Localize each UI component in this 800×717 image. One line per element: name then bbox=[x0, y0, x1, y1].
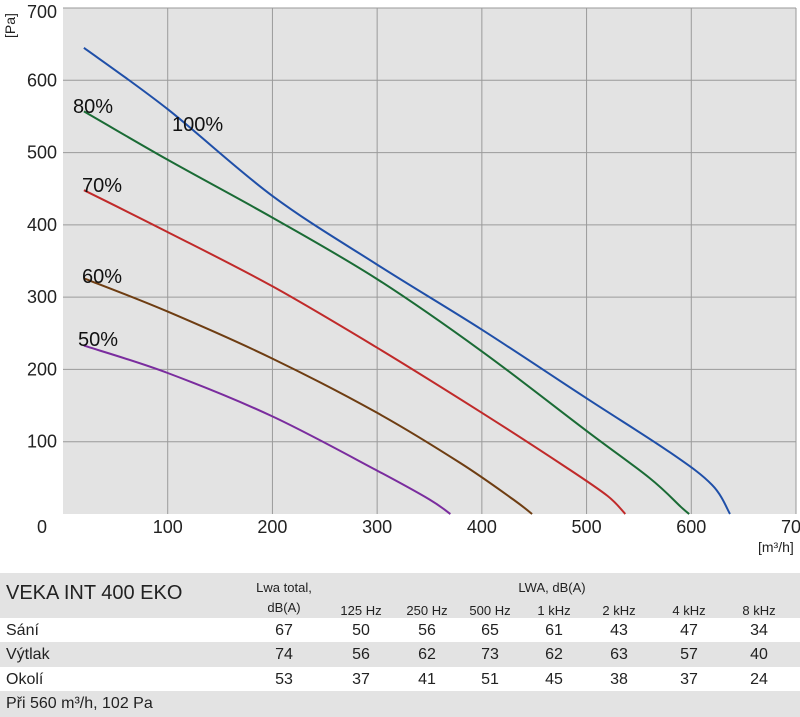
band-value: 37 bbox=[352, 671, 370, 688]
x-tick-label: 700 bbox=[781, 517, 800, 537]
curve-70pct bbox=[83, 189, 627, 515]
table-row: Výtlak 74 56 62 73 62 63 57 40 bbox=[0, 642, 800, 667]
y-tick-label: 600 bbox=[27, 70, 57, 90]
table-row: Sání 67 50 56 65 61 43 47 34 bbox=[0, 618, 800, 642]
band-header: 500 Hz bbox=[469, 603, 511, 618]
y-tick-label: 700 bbox=[27, 2, 57, 22]
curve-label-50: 50% bbox=[78, 329, 118, 351]
curve-80pct bbox=[83, 110, 690, 515]
x-tick-label: 100 bbox=[153, 517, 183, 537]
product-name: VEKA INT 400 EKO bbox=[6, 582, 183, 604]
table-row: Okolí 53 37 41 51 45 38 37 24 bbox=[0, 667, 800, 691]
band-value: 51 bbox=[481, 671, 499, 688]
band-header: 4 kHz bbox=[672, 603, 706, 618]
curve-label-70: 70% bbox=[82, 175, 122, 197]
curve-50pct bbox=[83, 344, 451, 515]
band-value: 47 bbox=[680, 622, 698, 639]
x-tick-label: 500 bbox=[572, 517, 602, 537]
lwa-total-header-line1: Lwa total, bbox=[256, 580, 312, 595]
band-value: 40 bbox=[750, 646, 768, 663]
table-header: VEKA INT 400 EKO Lwa total, dB(A) LWA, d… bbox=[0, 573, 800, 618]
band-header: 1 kHz bbox=[537, 603, 571, 618]
table-footer: Při 560 m³/h, 102 Pa bbox=[0, 691, 800, 717]
band-header: 8 kHz bbox=[742, 603, 776, 618]
lwa-group-header: LWA, dB(A) bbox=[518, 580, 586, 595]
band-value: 37 bbox=[680, 671, 698, 688]
band-value: 24 bbox=[750, 671, 768, 688]
operating-point: Při 560 m³/h, 102 Pa bbox=[6, 695, 153, 712]
y-tick-label: 500 bbox=[27, 143, 57, 163]
y-tick-label: 300 bbox=[27, 287, 57, 307]
lwa-total-header-line2: dB(A) bbox=[267, 600, 301, 615]
y-tick-label: 400 bbox=[27, 215, 57, 235]
x-tick-label: 400 bbox=[467, 517, 497, 537]
band-header: 250 Hz bbox=[406, 603, 448, 618]
x-tick-label: 0 bbox=[37, 517, 47, 537]
tick-labels: 0 100 200 300 400 500 600 700 100 200 300 400 500 600… bbox=[27, 2, 800, 537]
curve-label-100: 100% bbox=[172, 114, 223, 136]
band-value: 57 bbox=[680, 646, 698, 663]
lwa-total-value: 53 bbox=[275, 671, 293, 688]
row-label: Sání bbox=[6, 622, 39, 639]
fan-performance-chart: 0 100 200 300 400 500 600 700 100 200 300 400 500 600… bbox=[2, 2, 800, 555]
grid bbox=[63, 7, 797, 514]
band-value: 62 bbox=[418, 646, 436, 663]
y-tick-label: 200 bbox=[27, 359, 57, 379]
band-value: 38 bbox=[610, 671, 628, 688]
row-label: Okolí bbox=[6, 671, 44, 688]
band-value: 62 bbox=[545, 646, 563, 663]
lwa-total-value: 74 bbox=[275, 646, 293, 663]
band-value: 61 bbox=[545, 622, 563, 639]
lwa-total-value: 67 bbox=[275, 622, 293, 639]
band-value: 63 bbox=[610, 646, 628, 663]
curve-100pct bbox=[83, 46, 731, 515]
band-value: 45 bbox=[545, 671, 563, 688]
curve-60pct bbox=[83, 277, 533, 515]
plot-area bbox=[63, 8, 796, 514]
y-axis-label: [Pa] bbox=[2, 13, 18, 38]
x-tick-label: 300 bbox=[362, 517, 392, 537]
curves bbox=[83, 46, 731, 515]
band-value: 34 bbox=[750, 622, 768, 639]
noise-table: VEKA INT 400 EKO Lwa total, dB(A) LWA, d… bbox=[0, 573, 800, 717]
x-tick-label: 600 bbox=[676, 517, 706, 537]
curve-label-80: 80% bbox=[73, 96, 113, 118]
row-label: Výtlak bbox=[6, 646, 50, 663]
curve-label-60: 60% bbox=[82, 266, 122, 288]
y-tick-label: 100 bbox=[27, 432, 57, 452]
band-value: 43 bbox=[610, 622, 628, 639]
band-value: 56 bbox=[418, 622, 436, 639]
x-axis-label: [m³/h] bbox=[758, 539, 794, 555]
band-header: 2 kHz bbox=[602, 603, 636, 618]
band-header: 125 Hz bbox=[340, 603, 382, 618]
x-tick-label: 200 bbox=[257, 517, 287, 537]
band-value: 56 bbox=[352, 646, 370, 663]
band-value: 65 bbox=[481, 622, 499, 639]
band-value: 41 bbox=[418, 671, 436, 688]
band-value: 73 bbox=[481, 646, 499, 663]
band-value: 50 bbox=[352, 622, 370, 639]
